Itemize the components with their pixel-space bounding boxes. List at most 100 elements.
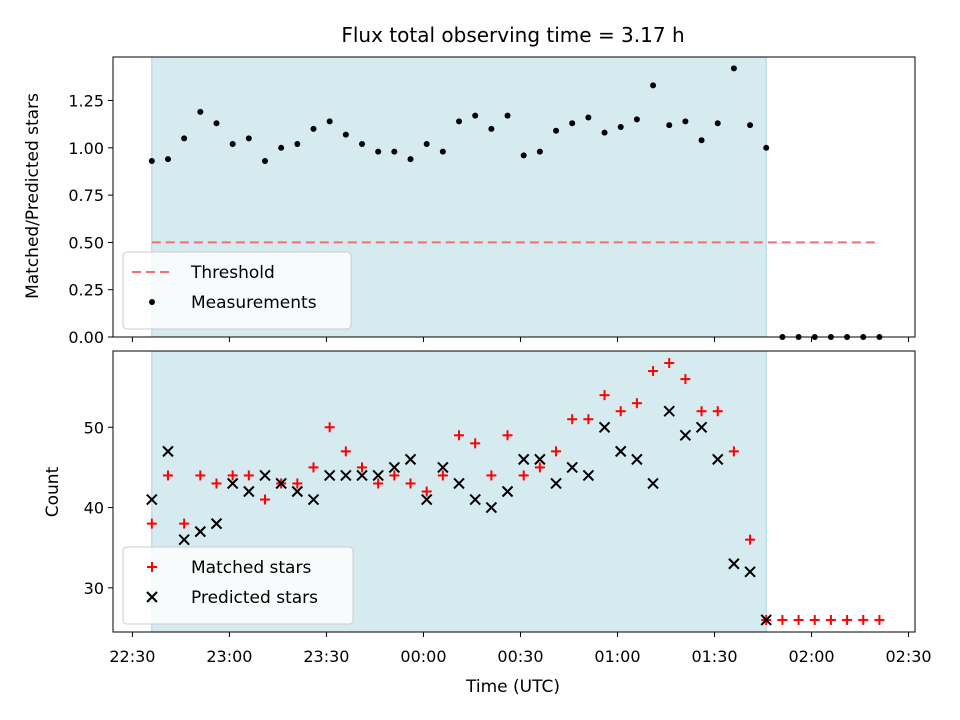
measurement-point <box>650 82 657 89</box>
predicted-star-point <box>388 461 401 474</box>
y-tick-label: 0.00 <box>68 328 104 347</box>
matched-star-point <box>680 374 691 385</box>
matched-star-point <box>502 430 513 441</box>
measurement-point <box>423 141 430 148</box>
measurement-point <box>601 129 608 136</box>
matched-star-point <box>211 478 222 489</box>
matched-star-point <box>631 398 642 409</box>
measurement-point <box>278 144 285 151</box>
matched-star-point <box>745 534 756 545</box>
predicted-star-point <box>243 485 255 498</box>
axes-frame <box>112 56 916 338</box>
predicted-star-point <box>485 501 498 514</box>
matched-star-point <box>599 390 610 401</box>
legend-box <box>122 251 352 330</box>
measurement-point <box>730 65 737 72</box>
measurement-point <box>456 118 463 125</box>
x-tick-label: 02:30 <box>885 647 931 666</box>
matched-star-point <box>389 470 400 481</box>
measurement-point <box>326 118 333 125</box>
matched-star-point <box>777 614 788 625</box>
measurement-point <box>245 135 252 142</box>
measurement-point <box>714 120 721 127</box>
measurement-point <box>569 120 576 127</box>
measurement-point <box>181 135 188 142</box>
bottom-panel-counts: 30 40 50 22:30 23:00 23:30 00:00 00:30 01:00 01:3… <box>84 350 932 666</box>
x-tick-label: 23:30 <box>303 647 349 666</box>
predicted-star-point <box>550 477 562 490</box>
matched-star-point <box>583 414 594 425</box>
x-tick-label: 01:00 <box>594 647 640 666</box>
legend-predicted-swatch <box>146 591 158 603</box>
measurement-point <box>439 148 446 155</box>
matched-star-point <box>648 366 659 377</box>
measurement-point <box>763 144 770 151</box>
matched-star-point <box>179 518 190 529</box>
measurement-point <box>553 127 560 134</box>
predicted-star-point <box>178 533 190 546</box>
measurement-point <box>488 125 495 132</box>
x-tick-label: 22:30 <box>109 647 155 666</box>
matched-star-point <box>340 446 351 457</box>
matched-star-point <box>874 614 885 625</box>
matched-star-point <box>842 614 853 625</box>
y-tick-label: 40 <box>84 499 104 518</box>
measurement-point <box>164 156 171 163</box>
predicted-star-point <box>712 453 724 466</box>
predicted-star-point <box>663 405 675 417</box>
y-tick-label: 1.00 <box>68 139 104 158</box>
predicted-star-point <box>372 469 384 482</box>
predicted-star-point <box>420 493 433 506</box>
legend: Matched stars Predicted stars <box>122 546 354 625</box>
measurement-point <box>520 152 527 159</box>
matched-star-point <box>454 430 465 441</box>
matched-star-point <box>405 478 416 489</box>
matched-star-point <box>292 478 303 489</box>
predicted-star-point <box>517 453 530 466</box>
matched-star-point <box>308 462 319 473</box>
legend: Threshold Measurements <box>122 251 352 330</box>
predicted-star-point <box>194 525 207 538</box>
legend-label: Measurements <box>191 293 317 313</box>
legend-matched-swatch <box>147 562 157 572</box>
measurement-point <box>698 137 705 144</box>
measurement-point <box>504 112 511 119</box>
matched-star-point <box>324 422 335 433</box>
matched-star-point <box>437 470 448 481</box>
matched-star-point <box>470 438 481 449</box>
predicted-star-point <box>356 469 368 482</box>
predicted-star-point <box>162 445 174 458</box>
predicted-star-point <box>647 477 659 490</box>
matched-star-point <box>227 470 238 481</box>
measurement-point <box>375 148 382 155</box>
predicted-star-point <box>615 445 627 458</box>
axes-frame <box>112 350 916 633</box>
predicted-star-point <box>598 421 611 433</box>
matched-star-point <box>615 406 626 417</box>
predicted-star-point <box>695 421 708 433</box>
legend-measurement-swatch <box>149 299 155 305</box>
measurement-point <box>213 120 220 127</box>
measurement-point <box>261 158 268 165</box>
predicted-star-point <box>566 461 578 474</box>
measurement-point <box>617 124 624 130</box>
predicted-star-point <box>728 558 740 570</box>
x-tick-label: 02:00 <box>788 647 834 666</box>
matched-star-point <box>534 462 545 473</box>
y-tick-label: 0.75 <box>68 186 104 205</box>
y-tick-label: 30 <box>84 579 104 598</box>
matched-star-point <box>551 446 562 457</box>
matched-star-point <box>146 518 157 529</box>
top-y-axis-label: Matched/Predicted stars <box>23 93 43 299</box>
matched-star-point <box>259 494 270 505</box>
x-tick-label: 23:00 <box>206 647 252 666</box>
top-panel-ratio: 0.00 0.25 0.50 0.75 1.00 1.25 Threshold Measure… <box>68 56 916 347</box>
measurement-point <box>294 141 301 148</box>
predicted-star-point <box>744 566 756 578</box>
chart-title: Flux total observing time = 3.17 h <box>341 23 684 47</box>
matched-star-point <box>195 470 206 481</box>
predicted-star-point <box>291 485 304 498</box>
matched-star-point <box>518 470 529 481</box>
predicted-star-point <box>323 469 336 482</box>
